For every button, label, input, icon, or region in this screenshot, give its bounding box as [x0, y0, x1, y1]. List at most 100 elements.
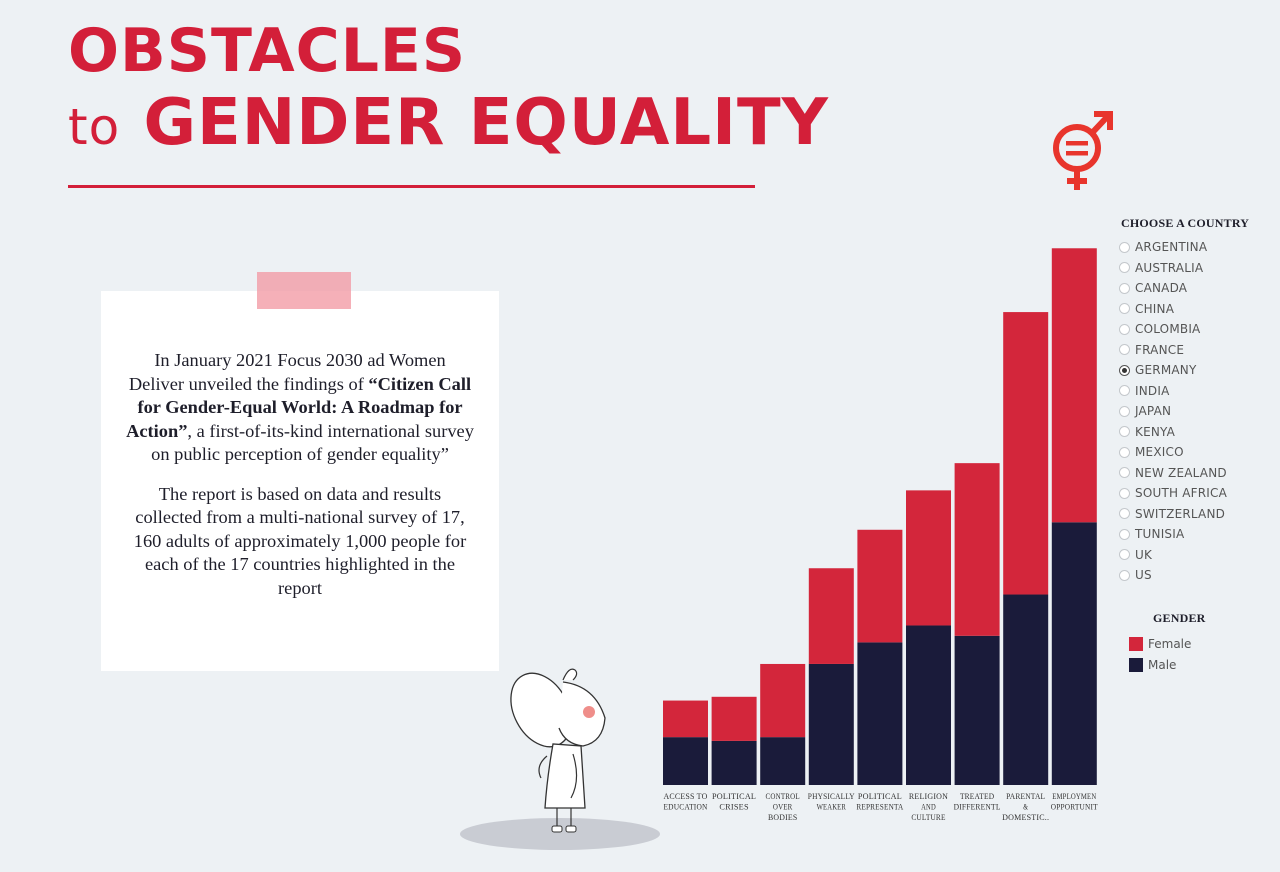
x-tick-label: EDUCATION: [663, 803, 707, 812]
x-tick-label: PARENTAL: [1006, 792, 1045, 801]
character-illustration: [460, 668, 660, 850]
bar-male-3[interactable]: [808, 663, 854, 785]
chart-x-labels: ACCESS TO EDUCATION POLITICAL CRISES CONTROL…: [663, 792, 1097, 822]
radio-selected-dot: [1122, 367, 1127, 373]
bar-male-6[interactable]: [954, 635, 1000, 785]
title-main: GENDER EQUALITY: [143, 86, 829, 160]
radio-button[interactable]: [1119, 262, 1130, 274]
gender-legend: Female Male: [1117, 634, 1280, 676]
gender-equality-icon: [1053, 111, 1113, 190]
country-option-colombia[interactable]: COLOMBIA: [1117, 319, 1280, 340]
bar-male-0[interactable]: [663, 737, 708, 785]
x-tick-label: CONTROL: [766, 792, 800, 801]
x-tick-label: WEAKER: [817, 803, 847, 812]
radio-button[interactable]: [1119, 508, 1130, 520]
title-obstacles: OBSTACLES: [68, 16, 467, 86]
radio-button[interactable]: [1119, 241, 1130, 253]
radio-button[interactable]: [1119, 323, 1130, 335]
x-tick-label: BODIES: [768, 813, 797, 822]
country-option-new-zealand[interactable]: NEW ZEALAND: [1117, 463, 1280, 484]
bar-female-7[interactable]: [1003, 312, 1049, 595]
bar-female-1[interactable]: [711, 696, 757, 741]
country-label: CANADA: [1135, 281, 1188, 296]
radio-button[interactable]: [1119, 364, 1130, 376]
radio-button[interactable]: [1119, 467, 1130, 479]
country-option-canada[interactable]: CANADA: [1117, 278, 1280, 299]
radio-button[interactable]: [1119, 549, 1130, 561]
bar-female-8[interactable]: [1051, 248, 1097, 523]
country-radio-list: ARGENTINA AUSTRALIA CANADA CHINA COLOMBIA FRA…: [1117, 237, 1280, 586]
radio-button[interactable]: [1119, 426, 1130, 438]
bar-male-8[interactable]: [1051, 522, 1097, 785]
intro-text-before: In January 2021 Focus 2030 ad Women Deli…: [128, 350, 446, 394]
country-option-china[interactable]: CHINA: [1117, 299, 1280, 320]
filter-panel: CHOOSE A COUNTRY ARGENTINA AUSTRALIA CANAD…: [1117, 214, 1280, 676]
bar-female-3[interactable]: [808, 568, 854, 664]
country-option-mexico[interactable]: MEXICO: [1117, 442, 1280, 463]
legend-heading: GENDER: [1153, 610, 1206, 625]
x-tick-label: REPRESENTA: [856, 803, 903, 812]
country-label: TUNISIA: [1135, 527, 1185, 542]
x-tick-label: AND: [921, 803, 936, 812]
x-tick-label: POLITICAL: [858, 792, 902, 801]
country-label: KENYA: [1135, 424, 1176, 439]
bar-male-4[interactable]: [857, 642, 903, 785]
country-option-uk[interactable]: UK: [1117, 545, 1280, 566]
bar-female-2[interactable]: [760, 663, 806, 738]
x-tick-label: PHYSICALLY: [808, 792, 855, 801]
country-option-india[interactable]: INDIA: [1117, 381, 1280, 402]
country-label: INDIA: [1135, 383, 1170, 398]
intro-card: In January 2021 Focus 2030 ad Women Deli…: [101, 291, 499, 671]
x-tick-label: OPPORTUNIT: [1051, 803, 1098, 812]
country-option-us[interactable]: US: [1117, 565, 1280, 586]
bar-female-5[interactable]: [906, 490, 951, 626]
radio-button[interactable]: [1119, 344, 1130, 356]
country-option-germany[interactable]: GERMANY: [1117, 360, 1280, 381]
legend-item-female: Female: [1129, 634, 1280, 655]
country-option-argentina[interactable]: ARGENTINA: [1117, 237, 1280, 258]
tape-decoration: [257, 272, 351, 309]
country-filter-heading: CHOOSE A COUNTRY: [1121, 216, 1250, 230]
intro-paragraph-1: In January 2021 Focus 2030 ad Women Deli…: [125, 349, 475, 467]
country-label: FRANCE: [1135, 342, 1185, 357]
radio-button[interactable]: [1119, 385, 1130, 397]
bar-male-5[interactable]: [906, 625, 951, 785]
country-option-tunisia[interactable]: TUNISIA: [1117, 524, 1280, 545]
radio-button[interactable]: [1119, 487, 1130, 499]
bar-female-4[interactable]: [857, 529, 903, 643]
report-title: “Citizen Call for Gender-Equal World: A …: [126, 373, 472, 441]
legend-label: Female: [1148, 637, 1192, 651]
country-label: UK: [1135, 547, 1153, 562]
bar-male-2[interactable]: [760, 737, 806, 785]
x-tick-label: DOMESTIC..: [1002, 813, 1049, 822]
radio-button[interactable]: [1119, 405, 1130, 417]
bar-male-1[interactable]: [711, 740, 757, 785]
x-tick-label: ACCESS TO: [663, 792, 707, 801]
legend-swatch: [1129, 658, 1143, 672]
chart-bars: [663, 248, 1097, 785]
country-label: US: [1135, 568, 1152, 583]
radio-button[interactable]: [1119, 303, 1130, 315]
title-underline: [68, 185, 755, 188]
radio-button[interactable]: [1119, 569, 1130, 581]
country-option-south-africa[interactable]: SOUTH AFRICA: [1117, 483, 1280, 504]
country-label: SOUTH AFRICA: [1135, 486, 1227, 501]
country-option-japan[interactable]: JAPAN: [1117, 401, 1280, 422]
radio-button[interactable]: [1119, 528, 1130, 540]
country-option-switzerland[interactable]: SWITZERLAND: [1117, 504, 1280, 525]
radio-button[interactable]: [1119, 282, 1130, 294]
bar-female-6[interactable]: [954, 463, 1000, 636]
country-option-france[interactable]: FRANCE: [1117, 340, 1280, 361]
country-option-australia[interactable]: AUSTRALIA: [1117, 258, 1280, 279]
country-label: MEXICO: [1135, 445, 1184, 460]
intro-paragraph-2: The report is based on data and results …: [133, 483, 467, 598]
legend-swatch: [1129, 637, 1143, 651]
country-label: GERMANY: [1135, 363, 1197, 378]
bar-female-0[interactable]: [663, 700, 708, 738]
radio-button[interactable]: [1119, 446, 1130, 458]
country-option-kenya[interactable]: KENYA: [1117, 422, 1280, 443]
x-tick-label: POLITICAL: [712, 792, 756, 801]
country-label: COLOMBIA: [1135, 322, 1201, 337]
x-tick-label: EMPLOYMEN: [1052, 792, 1096, 801]
bar-male-7[interactable]: [1003, 594, 1049, 785]
